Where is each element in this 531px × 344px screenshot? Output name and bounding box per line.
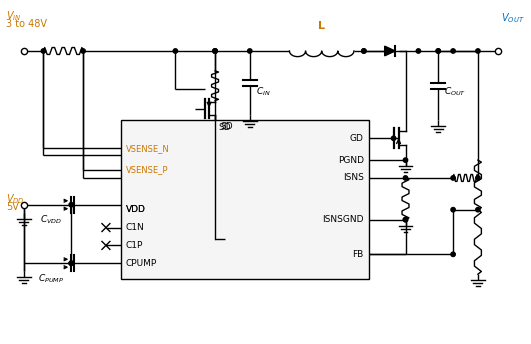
FancyBboxPatch shape <box>121 120 369 279</box>
Polygon shape <box>384 46 395 56</box>
Circle shape <box>476 176 480 180</box>
Text: $C_{OUT}$: $C_{OUT}$ <box>444 86 466 98</box>
Circle shape <box>451 207 455 212</box>
Text: $V_{IN}$: $V_{IN}$ <box>6 9 21 23</box>
Circle shape <box>404 217 408 222</box>
Text: SD: SD <box>220 122 233 131</box>
Circle shape <box>391 136 396 140</box>
Circle shape <box>451 252 455 257</box>
Text: VDD: VDD <box>126 205 145 214</box>
Circle shape <box>451 49 455 53</box>
Text: VSENSE_N: VSENSE_N <box>126 144 169 153</box>
Circle shape <box>69 261 73 266</box>
Circle shape <box>247 49 252 53</box>
Text: VDD: VDD <box>126 205 145 214</box>
Text: $C_{VDD}$: $C_{VDD}$ <box>40 214 63 226</box>
Circle shape <box>404 217 408 222</box>
Text: C1N: C1N <box>126 223 144 232</box>
Circle shape <box>362 49 366 53</box>
Text: ISNSGND: ISNSGND <box>322 215 364 224</box>
Circle shape <box>41 49 46 53</box>
Text: PGND: PGND <box>338 155 364 164</box>
Circle shape <box>173 49 177 53</box>
Circle shape <box>213 49 217 53</box>
Text: CPUMP: CPUMP <box>126 259 157 268</box>
Circle shape <box>69 203 73 207</box>
Circle shape <box>213 49 217 53</box>
Text: GD: GD <box>350 134 364 143</box>
Circle shape <box>451 176 455 180</box>
Circle shape <box>69 261 73 266</box>
Circle shape <box>476 207 480 212</box>
Circle shape <box>81 49 85 53</box>
Text: ISNS: ISNS <box>343 173 364 182</box>
Circle shape <box>436 49 440 53</box>
Text: $C_{IN}$: $C_{IN}$ <box>256 86 270 98</box>
Circle shape <box>436 49 440 53</box>
Circle shape <box>213 49 217 53</box>
Text: VSENSE_P: VSENSE_P <box>126 165 168 174</box>
Circle shape <box>416 49 421 53</box>
Text: $C_{PUMP}$: $C_{PUMP}$ <box>38 272 64 285</box>
Circle shape <box>476 49 480 53</box>
Text: 5V: 5V <box>6 202 19 212</box>
Text: $V_{DD}$: $V_{DD}$ <box>6 192 24 206</box>
Circle shape <box>362 49 366 53</box>
Text: 3 to 48V: 3 to 48V <box>6 19 47 29</box>
Text: L: L <box>318 21 324 31</box>
Text: C1P: C1P <box>126 241 143 250</box>
Text: $V_{OUT}$: $V_{OUT}$ <box>501 11 524 25</box>
Text: FB: FB <box>353 250 364 259</box>
Circle shape <box>404 176 408 180</box>
Circle shape <box>404 158 408 162</box>
Text: SD: SD <box>218 123 230 132</box>
